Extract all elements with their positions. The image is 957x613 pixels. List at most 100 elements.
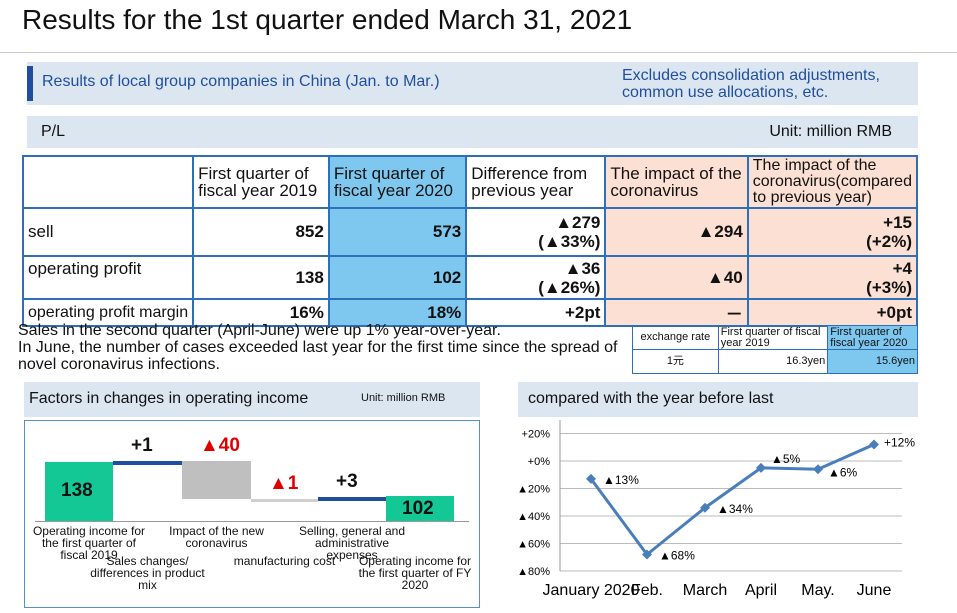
- fx-fy2019: 16.3yen: [717, 349, 829, 374]
- cell-impact: ▲40: [604, 255, 749, 300]
- waterfall-value-label: +1: [131, 435, 153, 456]
- y-tick-label: +0%: [528, 456, 551, 468]
- cell-fy2019: 852: [192, 207, 330, 257]
- data-label: ▲6%: [828, 465, 858, 479]
- row-label: operating profit margin: [21, 298, 195, 327]
- row-label: sell: [21, 207, 195, 257]
- trend-header: compared with the year before last: [518, 382, 918, 417]
- page-title: Results for the 1st quarter ended March …: [22, 4, 633, 35]
- waterfall-value-label: 138: [61, 480, 93, 502]
- table-row: operating profit margin 16% 18% +2pt － +…: [21, 298, 919, 327]
- waterfall-value-label: ▲1: [269, 473, 299, 494]
- cell-diff-pct: (▲33%): [538, 232, 601, 251]
- waterfall-category-label: Selling, general and administrative expe…: [298, 524, 406, 562]
- data-label: ▲5%: [771, 452, 801, 466]
- waterfall-category-label: manufacturing cost: [233, 554, 336, 568]
- table-row: operating profit 138 102 ▲36 (▲26%) ▲40 +…: [21, 255, 919, 300]
- waterfall-bar: [182, 461, 251, 499]
- section-header: [27, 62, 918, 105]
- cell-fy2019: 16%: [192, 298, 330, 327]
- cell-impact-prev-pct: (+3%): [866, 277, 912, 297]
- table-header-row: First quarter of fiscal year 2019 First …: [21, 155, 919, 209]
- title-divider: [0, 52, 957, 53]
- pl-header: P/L Unit: million RMB: [27, 116, 918, 148]
- x-tick-label: Feb.: [631, 582, 663, 599]
- cell-diff-pct: (▲26%): [538, 277, 601, 297]
- cell-diff: ▲279: [555, 213, 601, 232]
- cell-fy2020: 102: [327, 255, 468, 300]
- waterfall-category-label: Impact of the new coronavirus: [169, 524, 264, 550]
- header-cell: First quarter of fiscal year 2020: [327, 155, 468, 209]
- row-label: operating profit: [21, 255, 195, 300]
- cell-diff: +2pt: [465, 298, 607, 327]
- waterfall-category-label: Operating income for the first quarter o…: [358, 554, 472, 592]
- section-title: Results of local group companies in Chin…: [42, 73, 440, 90]
- header-cell: First quarter of fiscal year 2019: [192, 155, 330, 209]
- x-tick-label: March: [683, 582, 727, 599]
- data-point: [586, 473, 596, 484]
- waterfall-category-label: Sales changes/ differences in product mi…: [90, 554, 205, 592]
- y-tick-label: ▲20%: [517, 484, 550, 496]
- header-cell: [21, 155, 195, 209]
- header-cell: The impact of the coronavirus(compared t…: [746, 155, 919, 209]
- pl-unit: Unit: million RMB: [769, 123, 892, 140]
- waterfall-bar: [318, 497, 386, 502]
- fx-fy2020: 15.6yen: [827, 349, 918, 374]
- header-cell: The impact of the coronavirus: [604, 155, 749, 209]
- waterfall-header: Factors in changes in operating income U…: [24, 382, 480, 417]
- series-line: [589, 443, 875, 557]
- commentary-line: In June, the number of cases exceeded la…: [18, 339, 618, 373]
- cell-fy2020: 573: [327, 207, 468, 257]
- data-point: [869, 439, 879, 450]
- cell-fy2020: 18%: [327, 298, 468, 327]
- exchange-rate-table: exchange rate First quarter of fiscal ye…: [632, 325, 918, 374]
- waterfall-title: Factors in changes in operating income: [29, 390, 309, 407]
- x-tick-label: April: [745, 582, 777, 599]
- waterfall-value-label: +3: [336, 471, 358, 493]
- fx-unit: 1元: [632, 349, 719, 374]
- data-point: [642, 549, 652, 560]
- waterfall-bar: [113, 461, 182, 465]
- cell-impact-prev-pct: (+2%): [866, 232, 912, 251]
- y-tick-label: ▲80%: [517, 566, 550, 578]
- waterfall-bar: [45, 461, 113, 521]
- waterfall-unit: Unit: million RMB: [361, 392, 446, 404]
- pl-table: First quarter of fiscal year 2019 First …: [21, 155, 919, 327]
- fx-header: exchange rate: [632, 325, 719, 350]
- data-point: [813, 464, 823, 475]
- data-label: ▲13%: [603, 473, 639, 487]
- section-note: Excludes consolidation adjustments, comm…: [622, 67, 880, 101]
- table-row: sell 852 573 ▲279 (▲33%) ▲294 +15 (+2%): [21, 207, 919, 257]
- y-tick-label: ▲40%: [517, 511, 550, 523]
- cell-fy2019: 138: [192, 255, 330, 300]
- waterfall-value-label: ▲40: [200, 435, 240, 456]
- commentary-line: Sales in the second quarter (April-June)…: [18, 322, 501, 339]
- trend-title: compared with the year before last: [528, 390, 774, 407]
- waterfall-chart: 138 Operating income for the first quarte…: [24, 420, 480, 608]
- data-point: [756, 462, 766, 473]
- data-label: ▲68%: [659, 549, 695, 563]
- cell-impact-prev: +4: [892, 258, 912, 278]
- cell-diff: ▲36: [564, 258, 601, 278]
- header-cell: Difference from previous year: [465, 155, 607, 209]
- data-label: ▲34%: [717, 502, 753, 516]
- y-tick-label: ▲60%: [517, 539, 550, 551]
- waterfall-bar: [386, 496, 454, 521]
- x-tick-label: May.: [801, 582, 834, 599]
- waterfall-bar: [251, 499, 318, 502]
- x-tick-label: January 2020: [543, 582, 640, 599]
- cell-impact-prev: +15: [883, 213, 912, 232]
- pl-label: P/L: [41, 123, 66, 140]
- cell-impact: ▲294: [604, 207, 749, 257]
- commentary: Sales in the second quarter (April-June)…: [18, 322, 628, 373]
- x-tick-label: June: [857, 582, 892, 599]
- waterfall-category-label: Operating income for the first quarter o…: [32, 524, 146, 562]
- waterfall-baseline: [35, 521, 469, 522]
- y-tick-label: +20%: [522, 429, 551, 441]
- fx-header: First quarter of fiscal year 2020: [827, 325, 918, 350]
- cell-impact-prev: +0pt: [746, 298, 919, 327]
- data-point: [700, 502, 710, 513]
- accent-bar: [27, 66, 33, 101]
- data-label: +12%: [884, 436, 915, 450]
